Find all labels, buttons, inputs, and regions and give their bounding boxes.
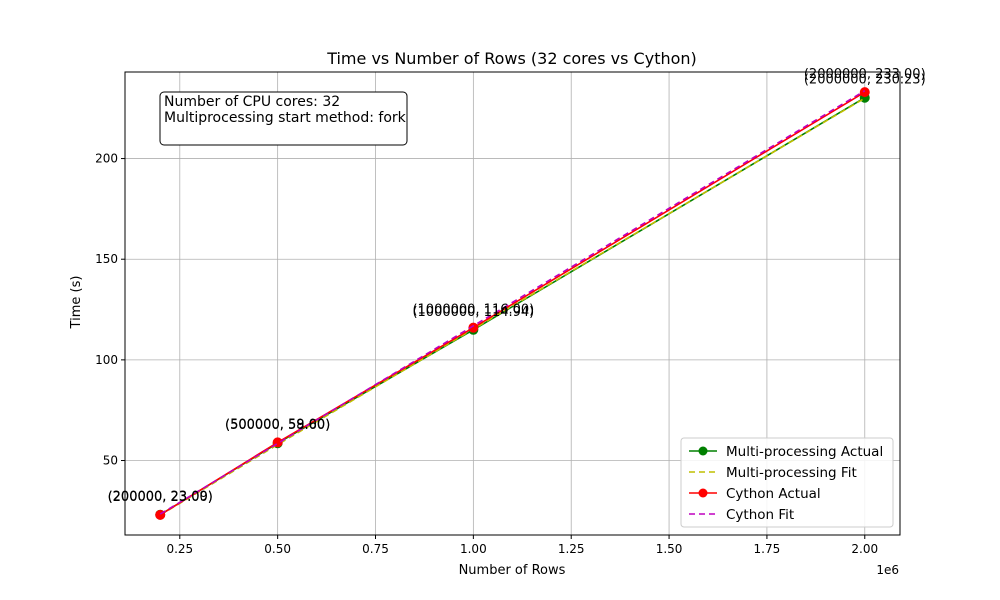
legend-marker [698,488,708,498]
x-tick-label: 1.50 [656,542,683,556]
plot-frame [124,71,901,536]
data-label: (500000, 59.00) [225,417,330,432]
x-tick-label: 0.50 [264,542,291,556]
x-tick-label: 2.00 [851,542,878,556]
legend-label: Cython Actual [726,486,821,502]
y-tick-label: 50 [103,454,118,468]
data-label: (2000000, 233.00) [804,67,926,82]
info-box-line-2: Multiprocessing start method: fork [164,110,407,126]
x-axis-offset-label: 1e6 [876,563,899,577]
data-label: (200000, 23.00) [108,490,213,505]
series-line [159,90,866,515]
legend-item: Cython Actual [689,486,821,502]
series-layer [155,87,870,520]
series-multi-processing-fit [159,97,866,516]
legend-label: Multi-processing Fit [726,465,857,481]
annotations: (200000, 23.09) (500000, 58.60) (1000000, … [108,67,926,505]
legend-item: Multi-processing Actual [689,444,883,460]
legend-label: Cython Fit [726,507,794,523]
x-tick-label: 1.25 [558,542,585,556]
x-tick-label: 0.75 [362,542,389,556]
legend-item: Multi-processing Fit [689,465,857,481]
y-axis-label: Time (s) [69,276,84,330]
series-cython-fit [159,90,866,515]
data-label: (2000000, 230.23) [804,73,926,88]
data-label: (200000, 23.09) [108,490,213,505]
legend-marker [698,446,708,456]
y-tick-label: 200 [95,152,118,166]
data-label: (500000, 58.60) [225,418,330,433]
chart-title: Time vs Number of Rows (32 cores vs Cyth… [326,49,697,68]
x-tick-label: 0.25 [166,542,193,556]
x-tick-label: 1.00 [460,542,487,556]
grid [125,72,900,535]
y-tick-label: 100 [95,353,118,367]
data-point [859,87,870,98]
series-line [159,97,866,516]
data-label: (1000000, 116.00) [412,303,534,318]
legend-frame [680,437,894,528]
y-tick-label: 150 [95,252,118,266]
info-box: Number of CPU cores: 32 Multiprocessing … [159,91,408,146]
x-tick-label: 1.75 [754,542,781,556]
info-box-line-1: Number of CPU cores: 32 [164,94,340,110]
ticks: 0.25 0.50 0.75 1.00 1.25 1.50 1.75 2.00 50 100 150… [95,152,878,556]
data-label: (1000000, 114.94) [412,305,534,320]
legend-label: Multi-processing Actual [726,444,883,460]
legend: Multi-processing Actual Multi-processing … [680,437,894,528]
legend-item: Cython Fit [689,507,794,523]
info-box-frame [159,91,408,146]
x-axis-label: Number of Rows [459,563,566,578]
